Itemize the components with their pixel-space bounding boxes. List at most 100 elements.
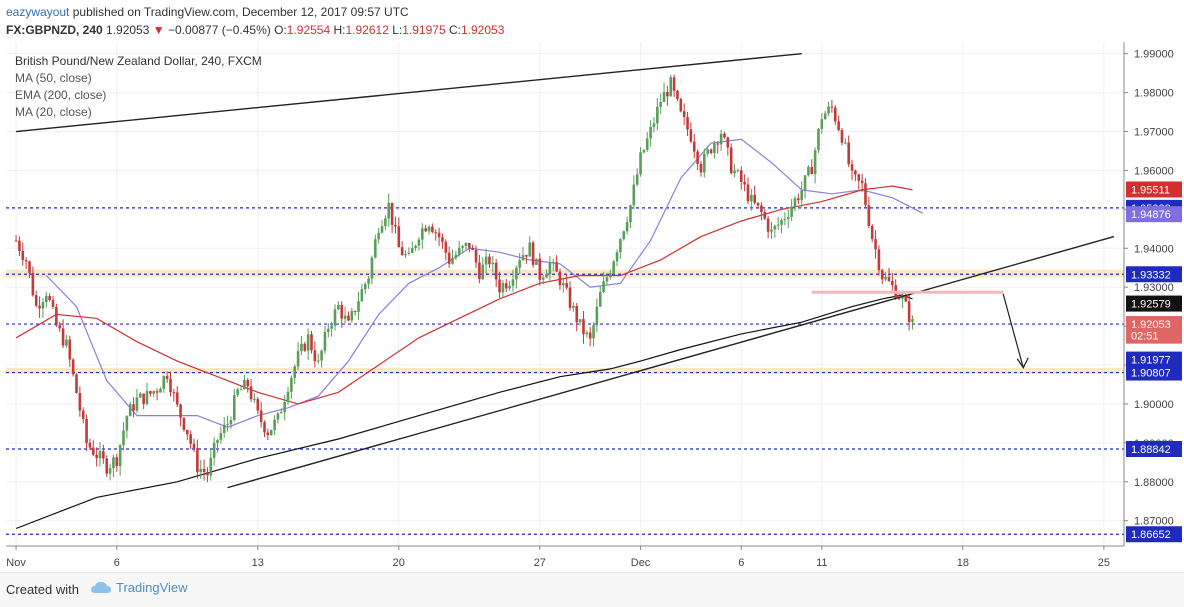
candle-body: [437, 232, 441, 238]
candle-body: [71, 359, 75, 375]
candle-body: [511, 279, 515, 286]
cloud-logo-icon: [91, 581, 111, 593]
candle-body: [860, 180, 864, 184]
candle-body: [521, 255, 525, 261]
low-value: 1.91975: [402, 23, 446, 37]
candle-body: [605, 277, 609, 282]
candle-body: [21, 250, 25, 261]
candle-body: [763, 212, 767, 219]
candle-body: [494, 262, 498, 280]
y-tick-label: 1.98000: [1134, 88, 1174, 100]
candle-body: [169, 378, 172, 393]
candle-body: [28, 261, 31, 274]
candle-body: [551, 262, 555, 264]
y-tick-label: 1.97000: [1134, 127, 1174, 139]
tradingview-brand[interactable]: TradingView: [90, 580, 188, 595]
candle-body: [132, 404, 135, 411]
candle-body: [887, 276, 891, 282]
candle-body: [239, 389, 243, 391]
brand-label: TradingView: [116, 580, 188, 595]
candle-body: [397, 226, 401, 248]
legend-item-ema200[interactable]: EMA (200, close): [15, 88, 107, 102]
candle-body: [807, 166, 810, 176]
candle-body: [548, 262, 552, 275]
candle-body: [196, 448, 199, 473]
x-tick-label: 6: [114, 557, 120, 569]
candle-body: [817, 128, 820, 151]
candle-body: [115, 457, 119, 467]
legend-item-ma50[interactable]: MA (50, close): [15, 71, 92, 85]
candle-body: [280, 412, 283, 414]
candle-body: [575, 305, 579, 323]
price-tag-label: 1.95511: [1131, 184, 1170, 196]
series-line: [15, 185, 913, 405]
candle-body: [692, 141, 696, 152]
candle-body: [367, 278, 370, 284]
candle-body: [518, 260, 521, 268]
candle-body: [733, 170, 736, 174]
candle-body: [219, 432, 223, 440]
candle-body: [582, 319, 585, 335]
candle-body: [209, 457, 213, 476]
candle-body: [558, 271, 562, 286]
candle-body: [202, 468, 206, 473]
price-tag-label: 02:51: [1131, 331, 1159, 343]
price-tag: [1126, 351, 1182, 368]
open-value: 1.92554: [286, 23, 331, 37]
candle-body: [152, 391, 156, 394]
candle-body: [907, 301, 911, 322]
chart-axes: 1.870001.880001.890001.900001.910001.920…: [6, 42, 1174, 569]
candle-body: [327, 328, 330, 332]
candle-body: [269, 429, 273, 436]
candle-body: [98, 451, 102, 459]
candle-body: [34, 295, 38, 306]
candle-body: [431, 226, 434, 233]
candle-body: [669, 77, 673, 97]
candle-body: [464, 242, 468, 247]
candle-body: [746, 184, 750, 202]
high-label: H:: [333, 23, 346, 37]
candle-body: [793, 198, 797, 207]
symbol-label: FX:GBPNZD, 240: [6, 23, 103, 37]
close-value: 1.92053: [460, 23, 505, 37]
published-text: published on TradingView.com, December 1…: [72, 5, 409, 19]
candle-body: [108, 468, 112, 474]
candle-body: [864, 183, 867, 206]
candle-body: [306, 334, 310, 351]
candle-body: [525, 255, 528, 257]
legend-item-ma20[interactable]: MA (20, close): [15, 105, 92, 119]
candle-body: [501, 283, 505, 293]
candle-body: [410, 248, 414, 253]
candle-body: [105, 458, 109, 474]
price-tags: 1.955111.950381.948761.933321.925791.920…: [1126, 181, 1182, 543]
candle-body: [783, 219, 787, 221]
chart-legend: British Pound/New Zealand Dollar, 240, F…: [15, 53, 262, 121]
candle-body: [813, 150, 817, 175]
author-link[interactable]: eazywayout: [6, 5, 70, 19]
candle-body: [666, 91, 669, 97]
candle-body: [538, 258, 542, 280]
candle-body: [58, 325, 62, 329]
candle-body: [645, 138, 649, 150]
candle-body: [739, 170, 743, 182]
down-triangle-icon: ▼: [152, 23, 165, 37]
candle-body: [390, 202, 394, 225]
candle-body: [884, 276, 887, 280]
horizontal-levels: [6, 207, 1124, 535]
candle-body: [236, 389, 239, 396]
x-tick-label: 27: [534, 557, 546, 569]
candle-body: [387, 202, 391, 219]
candle-body: [165, 376, 169, 379]
trendline: [227, 235, 1115, 489]
price-tag-label: 1.90807: [1131, 368, 1171, 380]
candle-body: [199, 468, 203, 473]
candle-body: [635, 174, 639, 185]
candle-body: [138, 393, 142, 398]
candle-body: [766, 218, 770, 232]
candle-body: [273, 419, 276, 430]
candle-body: [877, 249, 881, 271]
trendline: [16, 52, 802, 133]
candle-body: [541, 277, 545, 280]
candle-body: [310, 334, 313, 351]
